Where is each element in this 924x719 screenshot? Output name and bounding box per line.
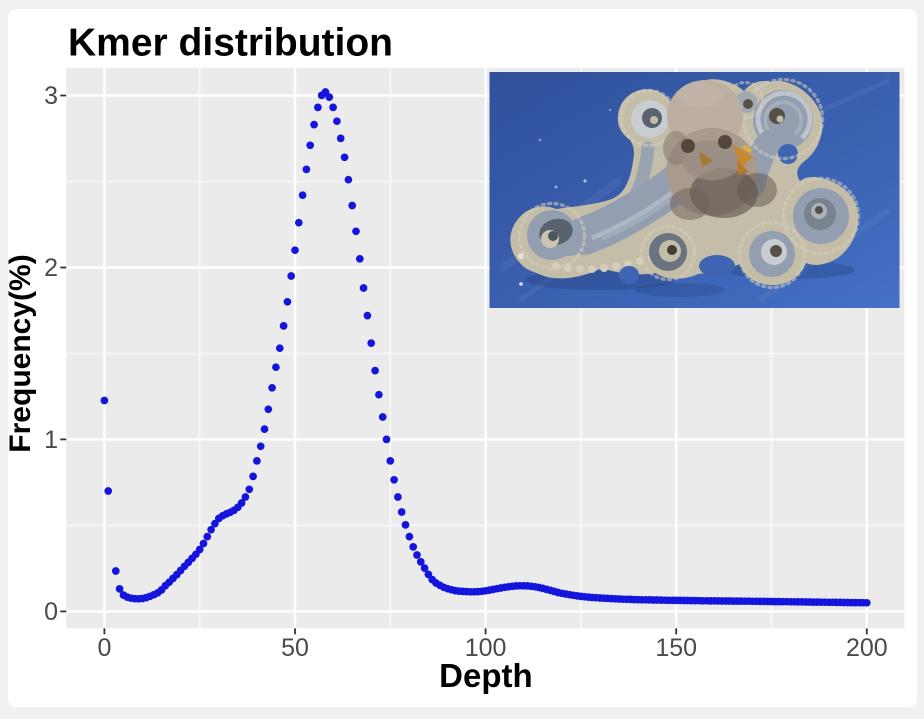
- svg-text:Frequency(%): Frequency(%): [4, 254, 37, 452]
- svg-text:0: 0: [97, 634, 111, 662]
- svg-text:Depth: Depth: [439, 657, 533, 694]
- svg-text:0: 0: [44, 598, 58, 626]
- svg-text:150: 150: [655, 634, 697, 662]
- svg-text:50: 50: [281, 634, 309, 662]
- svg-text:2: 2: [44, 254, 58, 282]
- svg-text:100: 100: [465, 634, 507, 662]
- svg-text:1: 1: [44, 426, 58, 454]
- svg-text:200: 200: [846, 634, 888, 662]
- svg-text:Kmer distribution: Kmer distribution: [68, 22, 393, 65]
- svg-text:3: 3: [44, 82, 58, 110]
